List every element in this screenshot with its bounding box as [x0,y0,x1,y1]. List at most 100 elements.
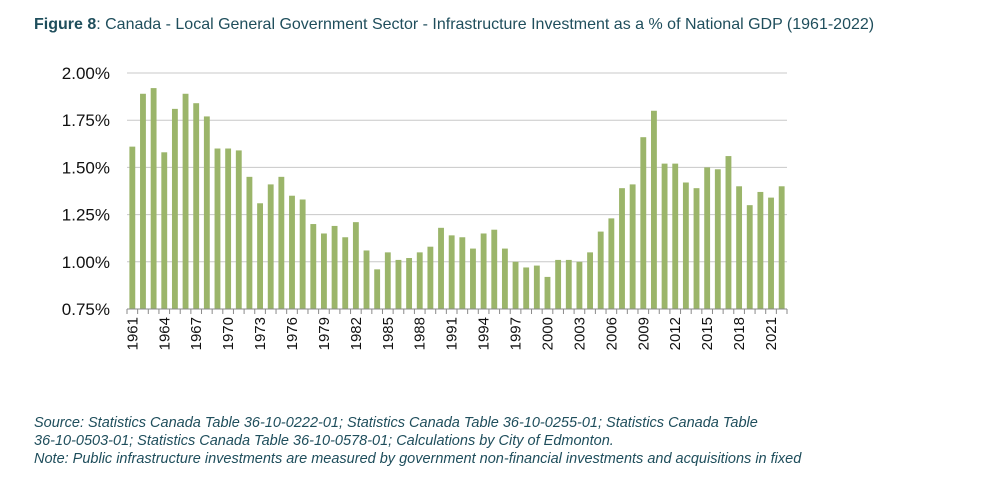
bar-chart: 0.75%1.00%1.25%1.50%1.75%2.00% 1961 1964 1… [62,64,788,350]
bar-2013 [682,182,689,309]
bar-2021 [768,197,774,309]
bar-1986 [395,259,402,309]
x-tick-label: 1982 [348,317,365,350]
x-tick-label: 1964 [156,317,173,350]
bar-2005 [597,231,604,309]
bar-2020 [757,191,764,309]
bar-1999 [533,265,540,309]
bar-1997 [512,261,519,309]
x-tick-label: 1988 [412,317,429,350]
x-tick-label: 2003 [571,317,588,350]
bar-2008 [629,184,636,309]
bar-1980 [331,225,338,309]
chart-notes: Source: Statistics Canada Table 36-10-02… [34,414,974,468]
y-tick-label: 2.00% [62,64,110,83]
x-tick-label: 1985 [380,317,397,350]
bar-2000 [544,276,551,309]
bar-2007 [619,188,625,309]
bar-1981 [342,237,349,309]
bar-1966 [182,93,189,309]
bar-1989 [427,246,434,309]
bar-1992 [459,237,466,309]
bar-1990 [438,227,444,309]
x-tick-label: 1970 [220,317,237,350]
bar-1967 [193,103,200,309]
x-tick-label: 2006 [603,317,620,350]
bar-2016 [714,169,721,309]
x-tick-label: 1961 [124,317,141,350]
bar-1964 [161,152,168,309]
bars [129,88,785,309]
bar-1998 [523,267,530,309]
bar-1991 [448,235,455,309]
figure-label: Figure 8 [34,16,97,33]
bar-2022 [778,186,785,309]
bar-1994 [480,233,487,309]
bar-2003 [576,261,583,309]
bar-1973 [257,203,263,309]
x-tick-label: 1997 [508,317,525,350]
x-tick-label: 2012 [667,317,684,350]
bar-2006 [608,218,615,309]
bar-2009 [640,137,647,309]
bar-1972 [246,176,253,309]
bar-1970 [225,148,232,309]
bar-2019 [746,205,753,309]
y-tick-label: 1.50% [62,158,110,177]
x-tick-label: 2015 [699,317,716,350]
x-tick-label: 2009 [635,317,652,350]
bar-1962 [140,93,146,309]
bar-1977 [299,199,306,309]
bar-1974 [267,184,274,309]
x-tick-label: 1973 [252,317,269,350]
bar-1982 [352,222,359,309]
bar-1988 [416,252,423,309]
bar-1969 [214,148,221,309]
x-tick-label: 2000 [539,317,556,350]
bar-2011 [661,163,668,309]
bar-2004 [587,252,593,309]
bar-2012 [672,163,679,309]
bar-1975 [278,176,285,309]
bar-1963 [150,88,157,309]
bar-1971 [235,150,242,309]
y-axis-tick-labels: 0.75% 1.00% 1.25% 1.50% 1.75% 2.00% [62,64,110,319]
source-line-1: Source: Statistics Canada Table 36-10-02… [34,415,758,431]
x-tick-label: 1976 [284,317,301,350]
bar-1976 [289,195,295,309]
bar-1987 [406,258,413,309]
figure-title: Figure 8: Canada - Local General Governm… [34,16,874,34]
bar-2014 [693,188,700,309]
bar-1978 [310,224,317,309]
y-tick-label: 0.75% [62,300,110,319]
bar-2010 [651,110,657,309]
bar-1979 [321,233,327,309]
figure-title-text: : Canada - Local General Government Sect… [96,16,875,33]
bar-1968 [203,116,210,309]
bar-1965 [171,108,178,309]
bar-1993 [470,248,476,309]
bar-1983 [363,250,370,309]
y-tick-label: 1.75% [62,111,110,130]
x-axis-tick-labels: 1961 1964 1967 1970 1973 1976 1979 1982 1985 1988… [124,317,780,350]
note-line: Note: Public infrastructure investments … [34,451,802,467]
x-tick-label: 1991 [444,317,461,350]
x-axis [126,308,788,314]
bar-2002 [565,259,572,309]
x-tick-label: 1967 [188,317,205,350]
y-tick-label: 1.00% [62,253,110,272]
bar-1985 [384,252,391,309]
x-tick-label: 1979 [316,317,333,350]
x-tick-label: 2021 [763,317,780,350]
x-tick-label: 1994 [476,317,493,350]
bar-2017 [725,156,732,309]
bar-1984 [374,269,381,309]
bar-1995 [491,229,498,309]
source-line-2: 36-10-0503-01; Statistics Canada Table 3… [34,433,614,449]
bar-1961 [129,146,136,309]
bar-1996 [501,248,508,309]
bar-2015 [704,167,711,309]
x-tick-label: 2018 [731,317,748,350]
bar-2001 [555,259,562,309]
y-tick-label: 1.25% [62,206,110,225]
